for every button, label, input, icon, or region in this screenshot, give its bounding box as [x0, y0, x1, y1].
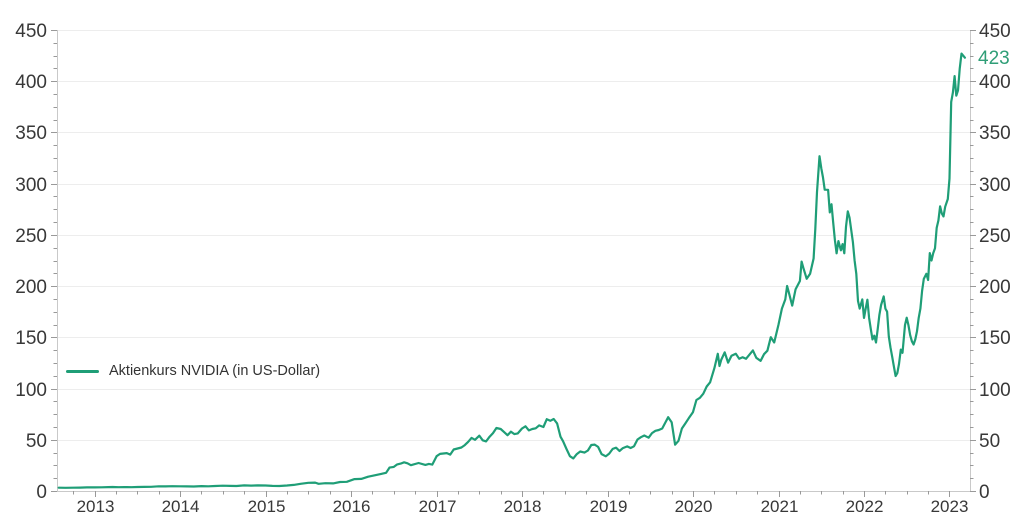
x-axis-year-label: 2017	[419, 497, 457, 516]
x-axis-year-label: 2013	[77, 497, 115, 516]
y-axis-labels-right: 0 50 100 150 200 250 300 350 400 450	[979, 21, 1011, 503]
y-axis-label-right: 50	[979, 431, 1000, 452]
x-axis-year-label: 2020	[675, 497, 713, 516]
y-axis-label-left: 400	[15, 72, 47, 93]
y-axis-label-left: 250	[15, 226, 47, 247]
x-axis-labels: 2013 2014 2015 2016 2017 2018 2019 2020 2021 2022…	[77, 497, 969, 516]
y-axis-label-right: 450	[979, 21, 1011, 42]
y-axis-label-right: 350	[979, 123, 1011, 144]
x-axis-year-label: 2016	[333, 497, 371, 516]
legend-line-swatch	[66, 369, 99, 373]
y-axis-label-right: 0	[979, 482, 990, 503]
y-axis-label-right: 250	[979, 226, 1011, 247]
y-axis-label-left: 350	[15, 123, 47, 144]
y-axis-label-right: 100	[979, 380, 1011, 401]
y-axis-label-left: 0	[36, 482, 47, 503]
x-axis-year-label: 2014	[162, 497, 200, 516]
x-axis-year-label: 2021	[761, 497, 799, 516]
x-axis-year-label: 2018	[504, 497, 542, 516]
y-axis-label-left: 100	[15, 380, 47, 401]
x-axis-year-label: 2022	[846, 497, 884, 516]
legend: Aktienkurs NVIDIA (in US-Dollar)	[66, 363, 320, 379]
axis-ticks	[51, 30, 976, 497]
y-axis-label-right: 200	[979, 277, 1011, 298]
y-axis-labels-left: 0 50 100 150 200 250 300 350 400 450	[15, 21, 47, 503]
y-axis-label-left: 150	[15, 328, 47, 349]
x-axis-year-label: 2023	[931, 497, 969, 516]
y-axis-label-left: 300	[15, 175, 47, 196]
legend-series-label: Aktienkurs NVIDIA (in US-Dollar)	[109, 363, 321, 379]
y-axis-label-left: 450	[15, 21, 47, 42]
y-axis-label-left: 200	[15, 277, 47, 298]
y-axis-label-left: 50	[26, 431, 47, 452]
axis-frame	[57, 30, 971, 492]
x-axis-year-label: 2015	[248, 497, 286, 516]
price-line-series	[57, 52, 966, 489]
gridlines	[57, 30, 970, 441]
y-axis-label-right: 150	[979, 328, 1011, 349]
last-value-label: 423	[978, 48, 1010, 69]
y-axis-label-right: 300	[979, 175, 1011, 196]
x-axis-year-label: 2019	[590, 497, 628, 516]
y-axis-label-right: 400	[979, 72, 1011, 93]
